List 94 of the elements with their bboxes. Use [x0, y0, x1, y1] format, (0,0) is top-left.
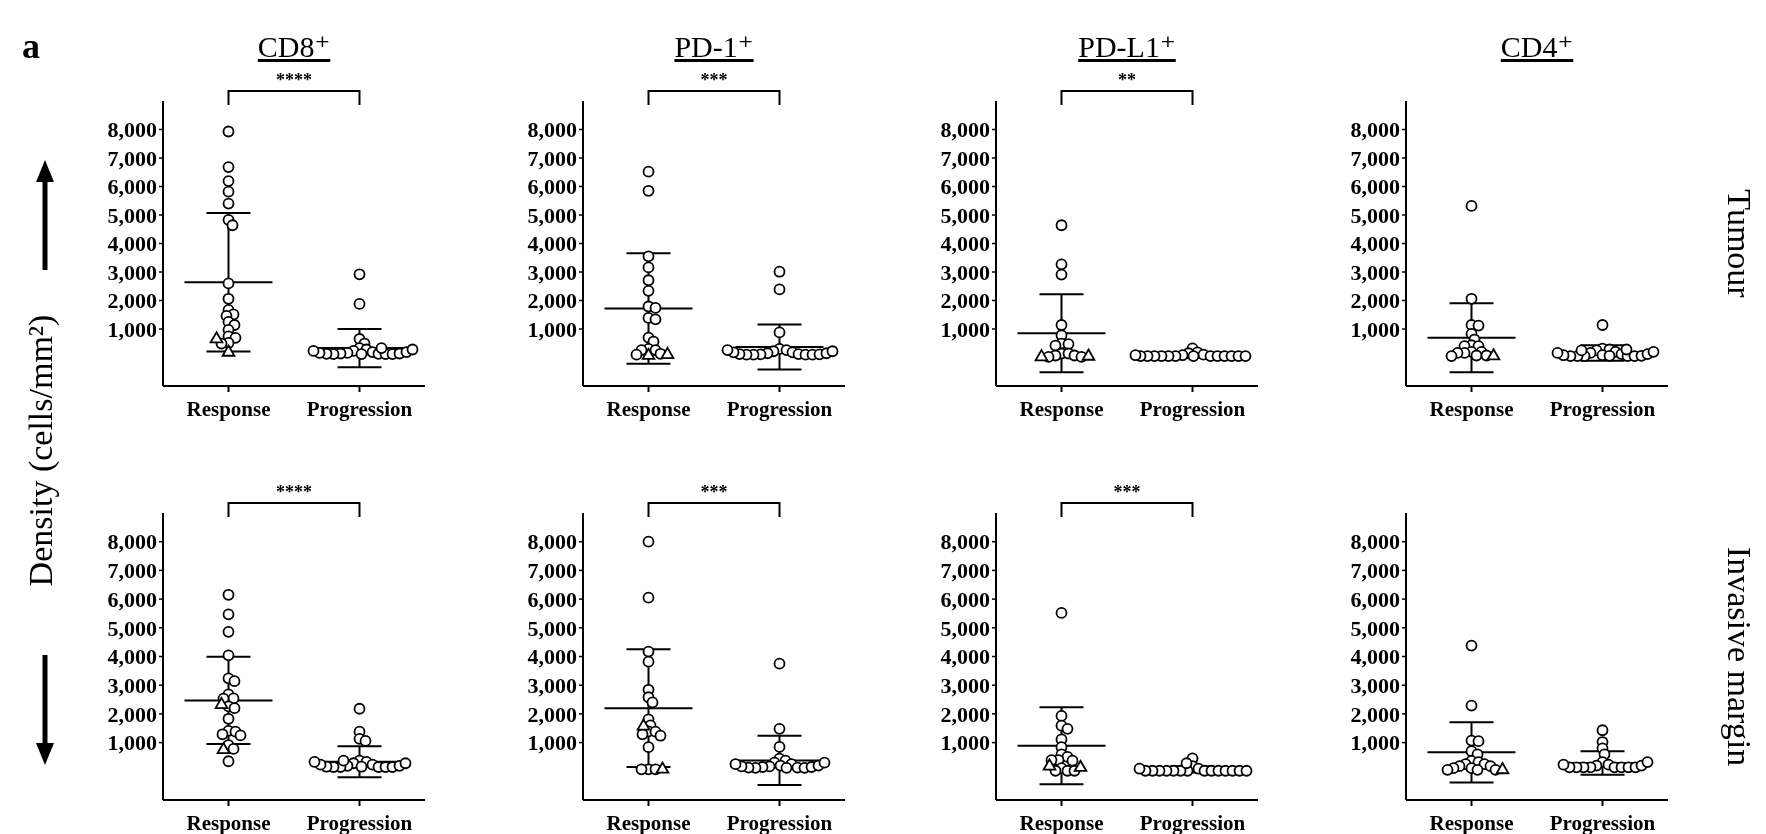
y-tick-label: 6,000	[1350, 586, 1400, 612]
y-tick-label: 6,000	[940, 174, 990, 200]
y-tick-label: 2,000	[527, 701, 577, 727]
text: ***	[1113, 482, 1141, 502]
x-tick-label: Progression	[726, 397, 833, 421]
y-tick-label: 7,000	[527, 145, 577, 171]
y-tick-label: 7,000	[527, 558, 577, 584]
y-tick-label: 3,000	[527, 672, 577, 698]
x-tick-label: Response	[606, 397, 691, 421]
y-tick-label: 8,000	[1350, 117, 1400, 143]
y-tick-label: 3,000	[107, 672, 157, 698]
x-tick-label: Response	[606, 811, 691, 834]
y-tick-label: 5,000	[107, 202, 157, 228]
text: ****	[276, 482, 312, 502]
y-tick-label: 8,000	[527, 117, 577, 143]
y-tick-label: 1,000	[1350, 730, 1400, 756]
y-tick-label: 2,000	[107, 701, 157, 727]
x-tick-label: Response	[1019, 397, 1104, 421]
y-tick-label: 5,000	[107, 615, 157, 641]
y-tick-label: 3,000	[1350, 259, 1400, 285]
text: ***	[700, 70, 728, 90]
x-tick-label: Progression	[1139, 811, 1246, 834]
y-tick-label: 3,000	[940, 672, 990, 698]
chart-title: PD-1⁺	[674, 30, 754, 63]
x-tick-label: Response	[1429, 811, 1514, 834]
chart-title: CD4⁺	[1500, 30, 1574, 63]
y-tick-label: 7,000	[1350, 145, 1400, 171]
y-tick-label: 2,000	[940, 701, 990, 727]
y-tick-label: 6,000	[940, 586, 990, 612]
chart-title: CD8⁺	[257, 30, 331, 63]
y-tick-label: 3,000	[107, 259, 157, 285]
text: ***	[700, 482, 728, 502]
y-tick-label: 2,000	[940, 288, 990, 314]
y-tick-label: 4,000	[1350, 231, 1400, 257]
y-tick-label: 7,000	[940, 558, 990, 584]
y-tick-label: 6,000	[1350, 174, 1400, 200]
y-tick-label: 7,000	[107, 558, 157, 584]
text: **	[1118, 70, 1136, 90]
y-tick-label: 4,000	[1350, 644, 1400, 670]
y-tick-label: 4,000	[940, 231, 990, 257]
y-tick-label: 2,000	[1350, 701, 1400, 727]
x-tick-label: Response	[186, 811, 271, 834]
y-tick-label: 5,000	[527, 615, 577, 641]
y-tick-label: 8,000	[527, 529, 577, 555]
chart-title: PD-L1⁺	[1078, 30, 1176, 63]
y-tick-label: 4,000	[940, 644, 990, 670]
y-tick-label: 4,000	[107, 644, 157, 670]
x-tick-label: Progression	[1549, 397, 1656, 421]
y-tick-label: 8,000	[940, 117, 990, 143]
text: ****	[276, 70, 312, 90]
x-tick-label: Response	[1429, 397, 1514, 421]
y-tick-label: 6,000	[527, 586, 577, 612]
x-tick-label: Response	[1019, 811, 1104, 834]
x-tick-label: Progression	[306, 397, 413, 421]
y-tick-label: 5,000	[527, 202, 577, 228]
y-tick-label: 4,000	[527, 644, 577, 670]
y-tick-label: 1,000	[527, 316, 577, 342]
y-tick-label: 7,000	[1350, 558, 1400, 584]
x-tick-label: Progression	[306, 811, 413, 834]
y2-axis-title: Invasive margin	[1721, 546, 1758, 767]
y-axis-title: Density (cells/mm²)	[22, 314, 60, 587]
y-tick-label: 7,000	[940, 145, 990, 171]
y-tick-label: 5,000	[1350, 615, 1400, 641]
y-tick-label: 8,000	[107, 529, 157, 555]
y-tick-label: 3,000	[1350, 672, 1400, 698]
y-tick-label: 8,000	[107, 117, 157, 143]
x-tick-label: Progression	[1549, 811, 1656, 834]
y-tick-label: 1,000	[527, 730, 577, 756]
y-tick-label: 3,000	[527, 259, 577, 285]
y-tick-label: 6,000	[527, 174, 577, 200]
y-tick-label: 1,000	[107, 730, 157, 756]
y-tick-label: 1,000	[107, 316, 157, 342]
y-tick-label: 1,000	[1350, 316, 1400, 342]
y-tick-label: 6,000	[107, 174, 157, 200]
y-tick-label: 4,000	[107, 231, 157, 257]
y-tick-label: 2,000	[1350, 288, 1400, 314]
y-tick-label: 4,000	[527, 231, 577, 257]
y-tick-label: 6,000	[107, 586, 157, 612]
y2-axis-title: Tumour	[1721, 189, 1758, 299]
y-tick-label: 7,000	[107, 145, 157, 171]
text: a	[22, 26, 40, 66]
y-tick-label: 5,000	[1350, 202, 1400, 228]
y-tick-label: 1,000	[940, 730, 990, 756]
y-tick-label: 2,000	[107, 288, 157, 314]
x-tick-label: Response	[186, 397, 271, 421]
x-tick-label: Progression	[1139, 397, 1246, 421]
y-tick-label: 1,000	[940, 316, 990, 342]
y-tick-label: 5,000	[940, 202, 990, 228]
y-tick-label: 8,000	[940, 529, 990, 555]
y-tick-label: 2,000	[527, 288, 577, 314]
x-tick-label: Progression	[726, 811, 833, 834]
y-tick-label: 3,000	[940, 259, 990, 285]
y-tick-label: 5,000	[940, 615, 990, 641]
y-tick-label: 8,000	[1350, 529, 1400, 555]
